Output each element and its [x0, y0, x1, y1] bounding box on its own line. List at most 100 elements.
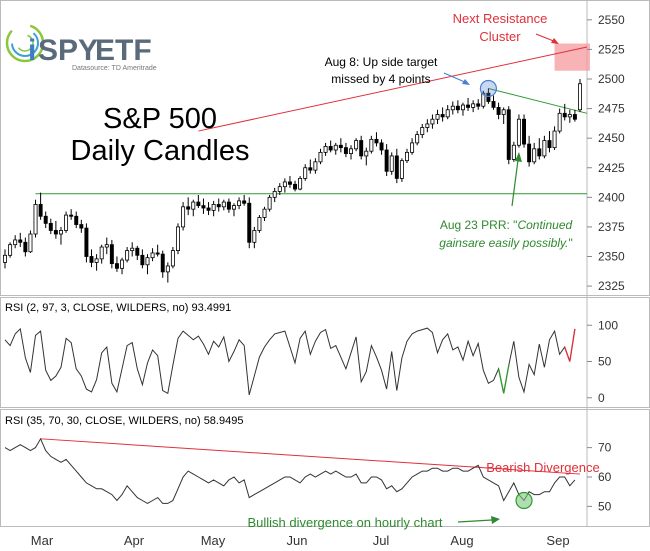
- candle-up: [257, 217, 262, 231]
- candle-up: [176, 226, 180, 251]
- candle-up: [435, 114, 440, 120]
- price-y-tick-label: 2425: [598, 161, 625, 175]
- rsi35-panel: 50 60 70 Bearish Divergence Bullish divergen…: [4, 437, 612, 530]
- candle-up: [349, 148, 353, 154]
- candle-down: [109, 244, 114, 265]
- candle-up: [471, 103, 476, 108]
- rsi2-panel: 0 50 100: [4, 318, 618, 405]
- candle-down: [486, 92, 491, 102]
- candle-down: [359, 140, 364, 157]
- x-tick-label: Jun: [287, 533, 308, 548]
- candle-up: [516, 118, 521, 146]
- candle-up: [221, 201, 226, 208]
- price-y-tick-label: 2350: [598, 250, 625, 264]
- aug23-line1: Aug 23 PRR: "Continued: [440, 218, 573, 232]
- candle-down: [506, 109, 511, 160]
- candle-up: [130, 247, 135, 251]
- chart-title-line2: Daily Candles: [71, 135, 250, 167]
- candle-up: [557, 112, 562, 132]
- aug8-line2: missed by 4 points: [331, 72, 430, 86]
- candle-up: [13, 239, 18, 246]
- candle-up: [313, 161, 318, 171]
- candle-up: [323, 146, 328, 153]
- candle-up: [232, 205, 236, 210]
- candle-down: [23, 241, 28, 253]
- candle-down: [216, 204, 221, 208]
- logo-swirl-icon: [5, 23, 45, 63]
- candle-down: [374, 138, 379, 144]
- candle-down: [455, 105, 460, 111]
- aug23-arrowhead: [515, 152, 522, 162]
- candle-down: [48, 222, 53, 231]
- next-resistance-line1: Next Resistance: [453, 11, 548, 26]
- x-tick-label: Apr: [124, 533, 145, 548]
- x-tick-label: Jul: [373, 533, 390, 548]
- next-resistance-line2: Cluster: [479, 29, 521, 44]
- aug8-annotation: Aug 8: Up side target missed by 4 points: [325, 55, 470, 86]
- rsi35-y-tick-label: 50: [598, 499, 612, 513]
- candle-up: [33, 204, 38, 235]
- candle-up: [318, 151, 323, 163]
- candle-up: [420, 127, 425, 136]
- rsi35-y-tick-label: 60: [598, 470, 612, 484]
- candle-up: [272, 191, 277, 198]
- aug8-line1: Aug 8: Up side target: [325, 55, 438, 69]
- candle-up: [94, 258, 99, 263]
- aug23-arrow: [511, 159, 519, 207]
- rsi35-title: RSI (35, 70, 30, CLOSE, WILDERS, no) 58.…: [5, 415, 243, 427]
- candle-up: [405, 151, 409, 162]
- candle-down: [186, 206, 191, 210]
- candle-up: [211, 204, 216, 211]
- bullish-divergence-arrowhead: [491, 516, 500, 524]
- x-axis: Mar Apr May Jun Jul Aug Sep: [31, 533, 570, 548]
- divergence-marker: [515, 491, 533, 510]
- candle-down: [527, 143, 532, 163]
- candle-down: [522, 118, 527, 145]
- price-panel: 2325 2350 2375 2400 2425 2450 2475 2500 2525 2550: [3, 13, 625, 293]
- rsi2-y-tick-label: 0: [598, 391, 605, 405]
- neckline: [488, 87, 588, 114]
- candle-down: [89, 256, 94, 263]
- rsi2-oversold-segment: [497, 364, 510, 394]
- candle-up: [333, 144, 338, 151]
- candle-down: [308, 167, 313, 171]
- price-y-tick-label: 2400: [598, 190, 625, 204]
- candle-up: [277, 186, 282, 192]
- rsi2-overbought-segment: [564, 328, 576, 362]
- candle-down: [242, 200, 247, 204]
- candle-up: [64, 214, 69, 231]
- bearish-divergence-label: Bearish Divergence: [486, 460, 599, 475]
- candle-up: [399, 160, 404, 179]
- candle-up: [125, 250, 130, 261]
- candle-up: [237, 200, 242, 207]
- price-y-tick-label: 2550: [598, 13, 625, 27]
- candle-up: [445, 109, 450, 118]
- candle-up: [282, 181, 287, 188]
- candle-up: [567, 114, 572, 118]
- rsi2-y-tick-label: 100: [598, 318, 618, 332]
- candle-down: [394, 155, 399, 179]
- candle-down: [247, 202, 252, 243]
- candle-up: [104, 244, 109, 248]
- candle-down: [84, 227, 89, 257]
- price-y-tick-label: 2475: [598, 102, 625, 116]
- rsi35-panel-frame: [0, 409, 650, 527]
- candle-up: [170, 250, 175, 267]
- bullish-divergence-arrow: [457, 519, 493, 523]
- candle-up: [364, 150, 369, 157]
- next-resistance-annotation: Next Resistance Cluster: [453, 11, 559, 44]
- candle-up: [415, 134, 420, 144]
- candle-up: [410, 142, 415, 153]
- candle-down: [572, 114, 577, 120]
- candle-down: [491, 101, 496, 108]
- candle-up: [460, 104, 465, 111]
- candle-up: [481, 92, 486, 107]
- candle-up: [58, 230, 63, 235]
- candle-up: [3, 254, 7, 263]
- candle-down: [160, 253, 165, 273]
- candle-down: [343, 147, 348, 154]
- candle-down: [379, 142, 384, 151]
- candle-down: [547, 140, 552, 149]
- rsi35-series: [4, 437, 576, 504]
